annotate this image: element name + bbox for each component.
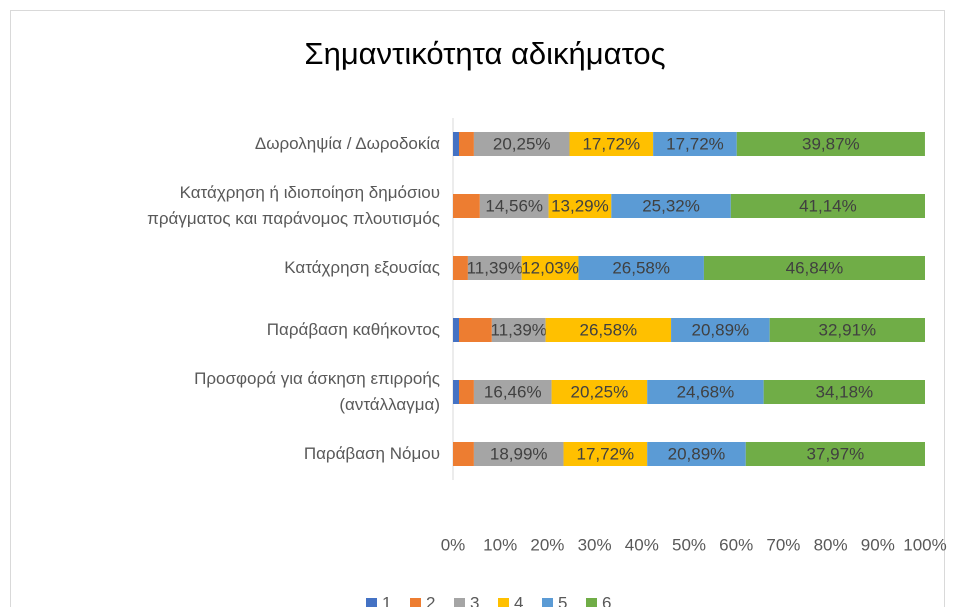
- bar-segment: [548, 194, 612, 218]
- bar-segment: [745, 442, 925, 466]
- y-tick-label: Προσφορά για άσκηση επιρροής (αντάλλαγμα…: [194, 369, 440, 414]
- data-label: 12,03%: [521, 258, 579, 277]
- bar-segment: [569, 132, 654, 156]
- legend-label: 6: [602, 593, 611, 607]
- data-label: 20,89%: [668, 444, 726, 463]
- legend-label: 2: [426, 593, 435, 607]
- data-label: 25,32%: [642, 196, 700, 215]
- data-label: 11,39%: [491, 320, 547, 339]
- legend-label: 3: [470, 593, 479, 607]
- x-tick-label: 10%: [483, 535, 517, 554]
- data-label: 46,84%: [786, 258, 844, 277]
- legend-swatch: [366, 598, 377, 607]
- bar-segment: [671, 318, 770, 342]
- bar-segment: [453, 318, 459, 342]
- bar-segment: [479, 194, 549, 218]
- bar-segment: [458, 318, 492, 342]
- bar-segment: [563, 442, 648, 466]
- bar-segment: [611, 194, 731, 218]
- bar-segment: [647, 380, 764, 404]
- bar-segment: [473, 132, 570, 156]
- data-label: 20,89%: [692, 320, 750, 339]
- x-tick-label: 0%: [441, 535, 466, 554]
- bar-segment: [453, 256, 468, 280]
- bar-segment: [647, 442, 746, 466]
- data-label: 11,39%: [467, 258, 523, 277]
- bar-segment: [545, 318, 672, 342]
- data-label: 37,97%: [807, 444, 865, 463]
- data-label: 24,68%: [677, 382, 735, 401]
- y-tick-label: Δωροληψία / Δωροδοκία: [254, 134, 440, 153]
- legend-swatch: [586, 598, 597, 607]
- x-tick-label: 100%: [903, 535, 946, 554]
- y-tick-label: Κατάχρηση εξουσίας: [284, 258, 440, 277]
- legend-swatch: [410, 598, 421, 607]
- bar-segment: [578, 256, 704, 280]
- legend-label: 1: [382, 593, 391, 607]
- data-label: 20,25%: [493, 134, 551, 153]
- y-tick-label: Παράβαση καθήκοντος: [266, 320, 440, 339]
- y-tick-label: Κατάχρηση ή ιδιοποίηση δημόσιου πράγματο…: [147, 183, 440, 228]
- chart-border: [10, 10, 945, 607]
- data-label: 39,87%: [802, 134, 860, 153]
- bar-segment: [653, 132, 737, 156]
- data-label: 16,46%: [484, 382, 542, 401]
- legend-label: 4: [514, 593, 523, 607]
- data-label: 17,72%: [582, 134, 640, 153]
- data-label: 41,14%: [799, 196, 857, 215]
- data-label: 20,25%: [571, 382, 629, 401]
- bar-segment: [458, 132, 474, 156]
- bar-segment: [453, 194, 480, 218]
- data-label: 14,56%: [485, 196, 543, 215]
- data-label: 32,91%: [818, 320, 876, 339]
- y-tick-label: Παράβαση Νόμου: [303, 444, 440, 463]
- x-tick-label: 50%: [672, 535, 706, 554]
- data-label: 17,72%: [666, 134, 724, 153]
- bar-segment: [769, 318, 925, 342]
- data-label: 26,58%: [579, 320, 637, 339]
- bar-segment: [453, 380, 459, 404]
- bar-segment: [763, 380, 925, 404]
- chart-title: Σημαντικότητα αδικήματος: [304, 36, 665, 71]
- legend-swatch: [454, 598, 465, 607]
- data-label: 26,58%: [612, 258, 670, 277]
- bar-segment: [491, 318, 546, 342]
- x-tick-label: 60%: [719, 535, 753, 554]
- x-tick-label: 90%: [861, 535, 895, 554]
- data-label: 17,72%: [577, 444, 635, 463]
- bar-segment: [521, 256, 579, 280]
- bar-segment: [473, 380, 552, 404]
- bar-segment: [551, 380, 648, 404]
- legend-label: 5: [558, 593, 567, 607]
- bar-segment: [458, 380, 474, 404]
- bar-segment: [473, 442, 564, 466]
- bar-segment: [730, 194, 925, 218]
- bar-segment: [453, 442, 474, 466]
- data-label: 13,29%: [551, 196, 609, 215]
- bar-segment: [736, 132, 925, 156]
- x-tick-label: 20%: [530, 535, 564, 554]
- data-label: 18,99%: [490, 444, 548, 463]
- x-tick-label: 30%: [578, 535, 612, 554]
- x-tick-label: 70%: [766, 535, 800, 554]
- bar-segment: [703, 256, 925, 280]
- bar-segment: [467, 256, 522, 280]
- legend-swatch: [542, 598, 553, 607]
- legend-swatch: [498, 598, 509, 607]
- bar-segment: [453, 132, 459, 156]
- data-label: 34,18%: [815, 382, 873, 401]
- x-tick-label: 80%: [814, 535, 848, 554]
- x-tick-label: 40%: [625, 535, 659, 554]
